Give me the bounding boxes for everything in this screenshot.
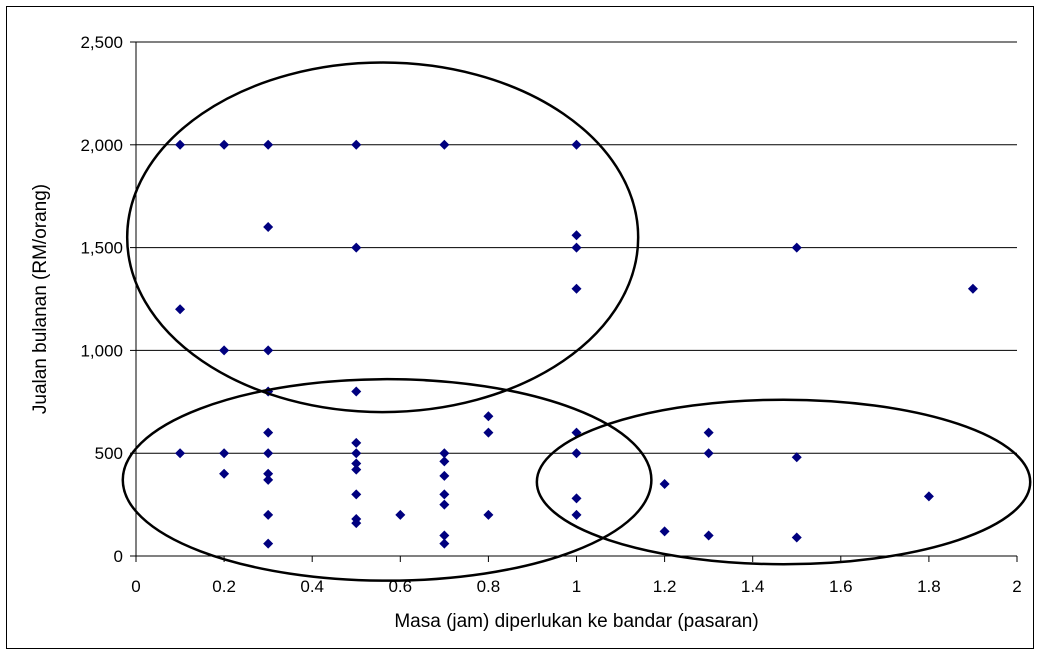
- data-point: [791, 242, 802, 253]
- y-tick-label: 500: [95, 444, 123, 463]
- data-point: [263, 448, 274, 459]
- data-point: [703, 427, 714, 438]
- data-point: [439, 470, 450, 481]
- data-point: [571, 493, 582, 504]
- data-point: [571, 230, 582, 241]
- data-point: [791, 452, 802, 463]
- data-point: [263, 222, 274, 233]
- data-point: [351, 139, 362, 150]
- x-axis-ticks: 0 0.2 0.4 0.6 0.8 1 1.2 1.4 1.6 1.8 2: [131, 556, 1022, 596]
- data-point: [439, 499, 450, 510]
- y-tick-label: 2,500: [80, 33, 123, 52]
- annotation-ellipses: [121, 61, 1032, 582]
- x-tick-label: 0.4: [300, 577, 324, 596]
- y-tick-label: 0: [114, 547, 123, 566]
- annotation-ellipse-3: [535, 398, 1032, 566]
- y-tick-label: 1,500: [80, 239, 123, 258]
- x-tick-label: 0.8: [477, 577, 501, 596]
- data-point: [571, 448, 582, 459]
- data-point: [395, 509, 406, 520]
- data-point: [351, 518, 362, 529]
- data-point: [351, 489, 362, 500]
- data-points: [175, 139, 978, 549]
- data-point: [263, 474, 274, 485]
- data-point: [175, 448, 186, 459]
- data-point: [219, 139, 230, 150]
- data-point: [571, 242, 582, 253]
- x-tick-label: 0: [131, 577, 140, 596]
- data-point: [439, 489, 450, 500]
- data-point: [263, 509, 274, 520]
- data-point: [483, 427, 494, 438]
- x-tick-label: 1.2: [653, 577, 677, 596]
- x-tick-label: 1.6: [829, 577, 853, 596]
- data-point: [659, 479, 670, 490]
- x-tick-label: 1: [572, 577, 581, 596]
- data-point: [967, 283, 978, 294]
- data-point: [791, 532, 802, 543]
- annotation-ellipse-1: [125, 61, 640, 414]
- data-point: [483, 411, 494, 422]
- annotation-ellipse-2: [121, 377, 653, 582]
- data-point: [351, 448, 362, 459]
- x-axis-title: Masa (jam) diperlukan ke bandar (pasaran…: [394, 611, 758, 632]
- data-point: [351, 458, 362, 469]
- x-tick-label: 0.2: [212, 577, 236, 596]
- data-point: [439, 530, 450, 541]
- data-point: [219, 468, 230, 479]
- data-point: [439, 456, 450, 467]
- x-tick-label: 1.4: [741, 577, 765, 596]
- x-tick-label: 1.8: [917, 577, 941, 596]
- data-point: [439, 538, 450, 549]
- data-point: [351, 464, 362, 475]
- data-point: [923, 491, 934, 502]
- y-tick-label: 1,000: [80, 341, 123, 360]
- data-point: [263, 538, 274, 549]
- y-axis-title: Jualan bulanan (RM/orang): [30, 184, 51, 414]
- data-point: [571, 283, 582, 294]
- data-point: [703, 530, 714, 541]
- data-point: [175, 139, 186, 150]
- data-point: [263, 345, 274, 356]
- data-point: [483, 509, 494, 520]
- data-point: [263, 468, 274, 479]
- data-point: [263, 139, 274, 150]
- data-point: [571, 139, 582, 150]
- x-tick-label: 2: [1012, 577, 1021, 596]
- data-point: [351, 437, 362, 448]
- y-tick-label: 2,000: [80, 136, 123, 155]
- data-point: [263, 427, 274, 438]
- data-point: [219, 448, 230, 459]
- data-point: [219, 345, 230, 356]
- data-point: [175, 304, 186, 315]
- data-point: [571, 509, 582, 520]
- data-point: [439, 448, 450, 459]
- data-point: [703, 448, 714, 459]
- data-point: [351, 242, 362, 253]
- data-point: [351, 386, 362, 397]
- data-point: [439, 139, 450, 150]
- y-axis-ticks: 0 500 1,000 1,500 2,000 2,500: [80, 33, 136, 566]
- data-point: [659, 526, 670, 537]
